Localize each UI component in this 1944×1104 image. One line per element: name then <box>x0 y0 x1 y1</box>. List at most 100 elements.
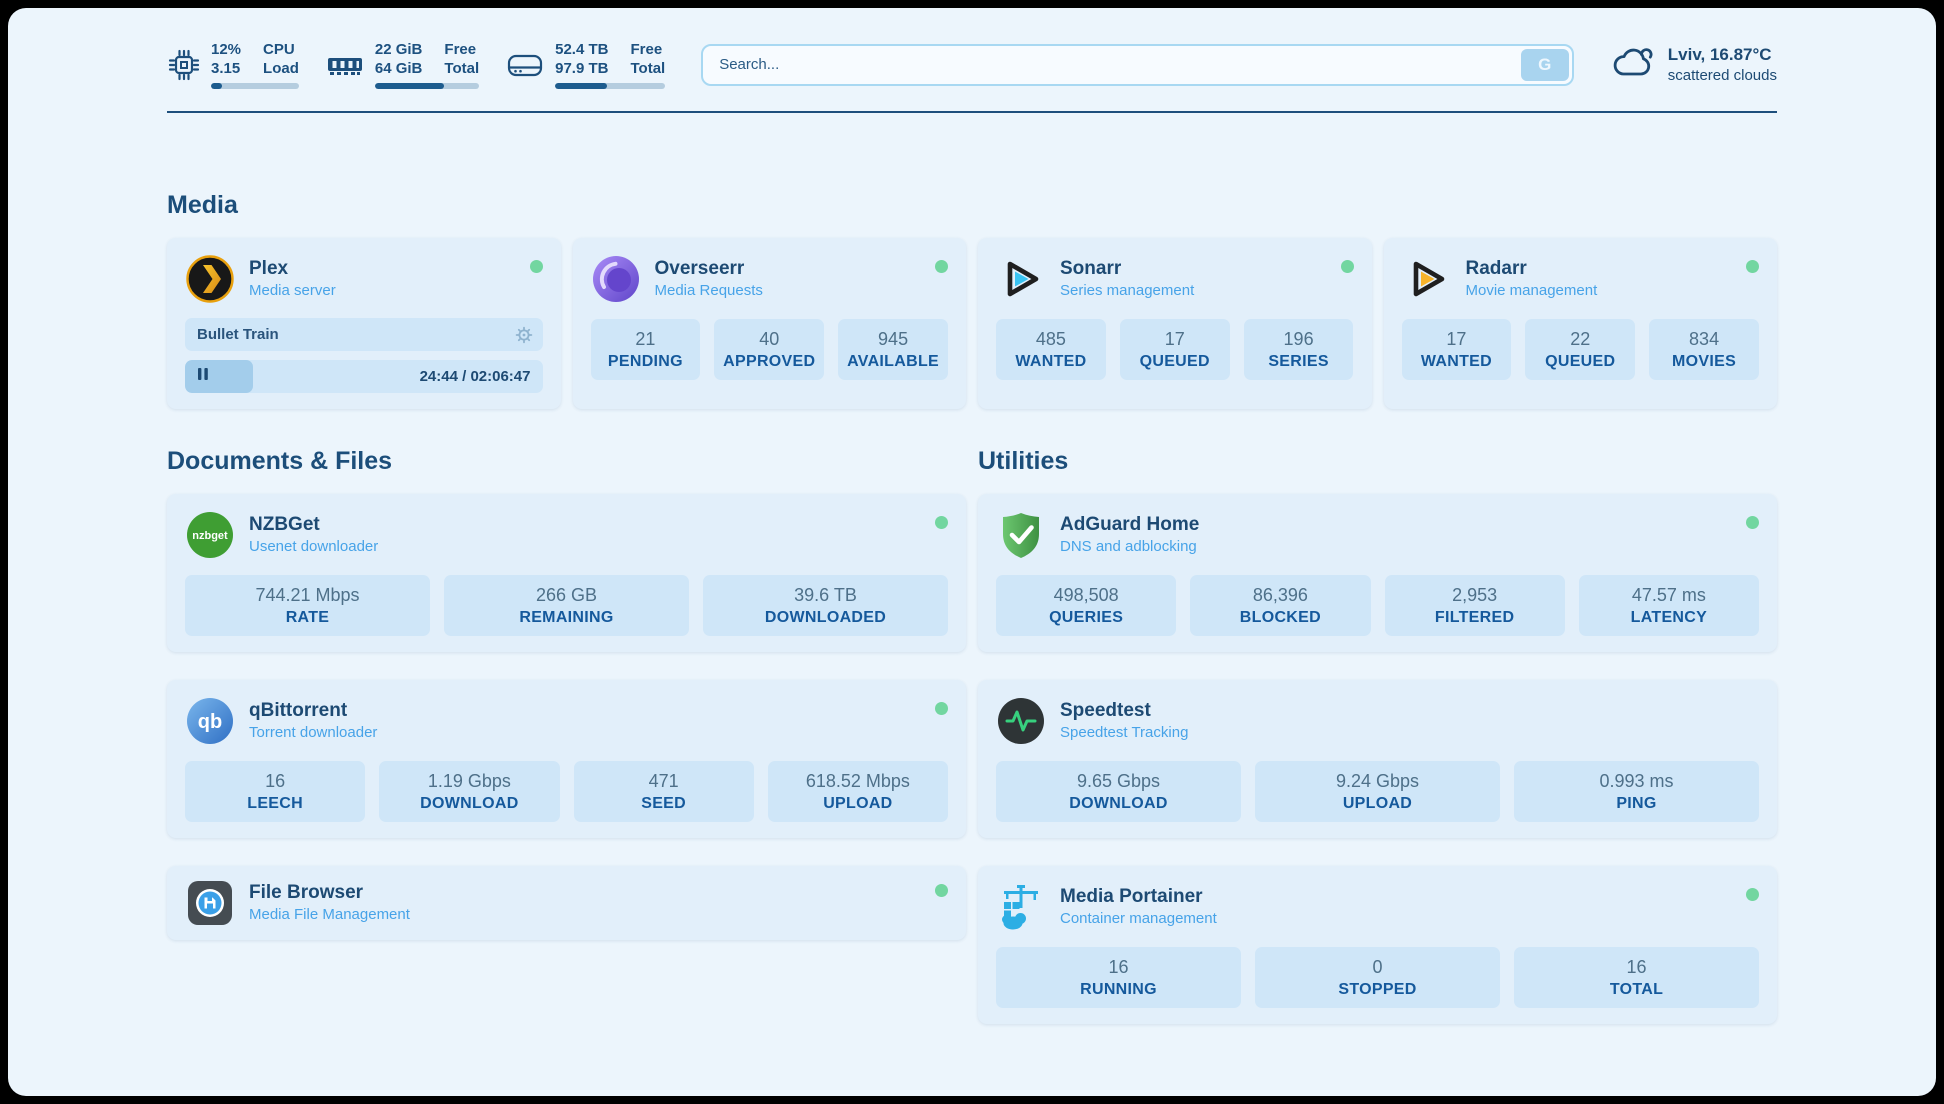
system-metrics: 12% 3.15 CPU Load <box>167 40 666 89</box>
radarr-card[interactable]: Radarr Movie management 17 WANTED 22 QUE… <box>1383 238 1777 409</box>
portainer-status-dot <box>1746 888 1759 901</box>
disk-progress-bar <box>555 83 666 89</box>
now-playing-title: Bullet Train <box>197 326 279 343</box>
qbittorrent-title: qBittorrent <box>249 700 348 721</box>
portainer-card[interactable]: Media Portainer Container management 16 … <box>978 866 1777 1024</box>
svg-text:nzbget: nzbget <box>192 530 228 542</box>
weather-location-temp: Lviv, 16.87°C <box>1667 44 1772 64</box>
radarr-subtitle: Movie management <box>1465 282 1598 299</box>
stat-tile: 945 AVAILABLE <box>838 319 948 380</box>
portainer-subtitle: Container management <box>1060 910 1217 927</box>
filebrowser-status-dot <box>935 884 948 897</box>
speedtest-subtitle: Speedtest Tracking <box>1060 724 1189 741</box>
disk-label-1: Free <box>630 41 663 58</box>
stat-tile: 22 QUEUED <box>1525 319 1636 380</box>
disk-free: 52.4 TB <box>555 41 609 58</box>
filebrowser-title: File Browser <box>249 882 364 903</box>
radarr-title: Radarr <box>1465 258 1527 279</box>
cpu-load-average: 3.15 <box>211 60 241 77</box>
ram-free: 22 GiB <box>374 41 423 58</box>
cloud-icon <box>1610 42 1656 87</box>
cpu-icon <box>167 48 201 82</box>
topbar-divider <box>167 111 1777 113</box>
sonarr-subtitle: Series management <box>1060 282 1195 299</box>
section-heading-documents: Documents & Files <box>167 447 393 475</box>
stat-tile: 834 MOVIES <box>1649 319 1759 380</box>
ram-icon <box>325 48 365 82</box>
weather-widget: Lviv, 16.87°C scattered clouds <box>1610 42 1777 87</box>
ram-widget: 22 GiB 64 GiB Free Total <box>325 40 480 89</box>
pause-icon[interactable] <box>197 367 209 386</box>
section-heading-media: Media <box>167 191 238 219</box>
adguard-icon <box>996 510 1046 560</box>
ram-label-1: Free <box>444 41 477 58</box>
stat-tile: 618.52 Mbps UPLOAD <box>767 761 948 822</box>
portainer-icon <box>996 882 1046 932</box>
adguard-card[interactable]: AdGuard Home DNS and adblocking 498,508 … <box>978 494 1777 652</box>
overseerr-status-dot <box>935 260 948 273</box>
ram-label-2: Total <box>444 60 480 77</box>
filebrowser-card[interactable]: File Browser Media File Management <box>167 866 966 940</box>
stat-tile: 47.57 ms LATENCY <box>1578 575 1759 636</box>
sonarr-status-dot <box>1340 260 1354 273</box>
overseerr-title: Overseerr <box>654 258 745 279</box>
search-engine-button[interactable]: G <box>1520 48 1569 81</box>
stat-tile: 471 SEED <box>573 761 754 822</box>
cpu-progress-bar <box>211 83 299 89</box>
stat-tile: 485 WANTED <box>996 319 1106 380</box>
qbittorrent-card[interactable]: qb qBittorrent Torrent downloader <box>167 680 966 838</box>
documents-column: Documents & Files nzbget <box>167 447 966 940</box>
stat-tile: 0 STOPPED <box>1255 947 1500 1008</box>
filebrowser-subtitle: Media File Management <box>249 906 410 923</box>
plex-title: Plex <box>249 258 289 279</box>
adguard-subtitle: DNS and adblocking <box>1060 538 1197 555</box>
gear-icon[interactable] <box>515 326 533 344</box>
plex-icon <box>185 254 235 304</box>
stat-tile: 9.65 Gbps DOWNLOAD <box>996 761 1241 822</box>
speedtest-title: Speedtest <box>1060 700 1151 721</box>
cpu-label-2: Load <box>263 60 299 77</box>
search-bar: G <box>701 43 1574 86</box>
nzbget-card[interactable]: nzbget NZBGet Usenet downloader 74 <box>167 494 966 652</box>
dashboard-page: 12% 3.15 CPU Load <box>8 8 1936 1096</box>
nzbget-subtitle: Usenet downloader <box>249 538 379 555</box>
plex-card[interactable]: Plex Media server Bullet Train <box>167 238 561 409</box>
stat-tile: 16 RUNNING <box>996 947 1241 1008</box>
cpu-widget: 12% 3.15 CPU Load <box>167 40 299 89</box>
overseerr-subtitle: Media Requests <box>654 282 763 299</box>
ram-progress-bar <box>374 83 480 89</box>
stat-tile: 40 APPROVED <box>714 319 825 380</box>
stat-tile: 39.6 TB DOWNLOADED <box>703 575 948 636</box>
playback-progress-bar[interactable]: 24:44 / 02:06:47 <box>185 360 543 393</box>
qbittorrent-subtitle: Torrent downloader <box>249 724 378 741</box>
overseerr-icon <box>591 254 641 304</box>
section-heading-utilities: Utilities <box>978 447 1069 475</box>
playback-time: 24:44 / 02:06:47 <box>419 368 531 385</box>
qbittorrent-icon: qb <box>185 696 235 746</box>
stat-tile: 17 WANTED <box>1401 319 1512 380</box>
disk-total: 97.9 TB <box>555 60 609 77</box>
overseerr-card[interactable]: Overseerr Media Requests 21 PENDING 40 A… <box>572 238 966 409</box>
stat-tile: 16 TOTAL <box>1514 947 1759 1008</box>
stat-tile: 0.993 ms PING <box>1514 761 1759 822</box>
ram-total: 64 GiB <box>374 60 423 77</box>
filebrowser-icon <box>185 878 235 928</box>
stat-tile: 2,953 FILTERED <box>1384 575 1565 636</box>
stat-tile: 21 PENDING <box>590 319 701 380</box>
radarr-status-dot <box>1746 260 1759 273</box>
plex-status-dot <box>529 260 543 273</box>
speedtest-card[interactable]: Speedtest Speedtest Tracking 9.65 Gbps D… <box>978 680 1777 838</box>
cpu-label-1: CPU <box>263 41 295 58</box>
stat-tile: 1.19 Gbps DOWNLOAD <box>379 761 560 822</box>
stat-tile: 86,396 BLOCKED <box>1190 575 1371 636</box>
sonarr-card[interactable]: Sonarr Series management 485 WANTED 17 Q… <box>978 238 1372 409</box>
nzbget-title: NZBGet <box>249 514 320 535</box>
sonarr-icon <box>996 254 1046 304</box>
search-input[interactable] <box>701 43 1574 86</box>
disk-icon <box>505 48 545 82</box>
sonarr-title: Sonarr <box>1060 258 1122 279</box>
topbar: 12% 3.15 CPU Load <box>167 8 1777 89</box>
svg-text:qb: qb <box>198 711 222 733</box>
disk-widget: 52.4 TB 97.9 TB Free Total <box>505 40 666 89</box>
radarr-icon <box>1402 254 1452 304</box>
